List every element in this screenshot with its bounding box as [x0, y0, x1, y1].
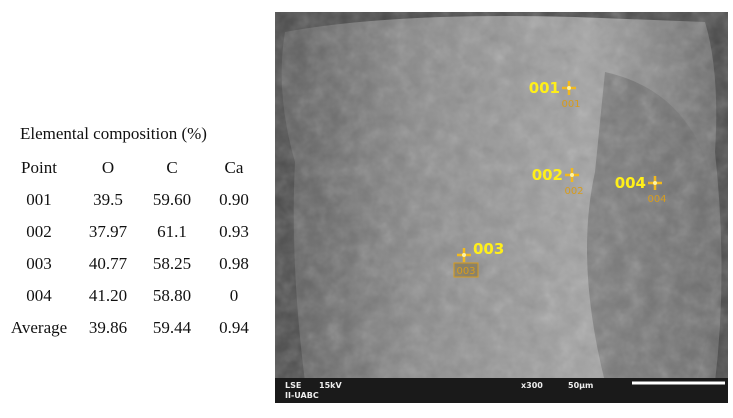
point-label: 001	[529, 79, 560, 97]
table-cell: 001	[26, 190, 52, 209]
point-label: 002	[532, 166, 563, 184]
table-cell: O	[101, 158, 115, 177]
table-header: Point O C Ca	[2, 152, 264, 184]
detector: LSE	[285, 381, 301, 390]
table-cell: 004	[26, 286, 52, 305]
point-tag: 004	[647, 194, 666, 205]
magnification: x300	[521, 381, 543, 390]
table-cell: 37.97	[88, 222, 128, 241]
table-cell: 0.94	[219, 318, 249, 337]
sem-image: LSE 15kV x300 50μm II-UABC 0010010020020…	[275, 12, 728, 403]
table-row: 001 39.5 59.60 0.90	[2, 184, 264, 216]
table-cell: 39.86	[88, 318, 128, 337]
table-cell: 41.20	[88, 286, 128, 305]
texture	[275, 12, 728, 403]
point-label: 004	[615, 174, 646, 192]
table-cell: 002	[26, 222, 52, 241]
table-title: Elemental composition (%)	[20, 124, 207, 143]
table-cell: 59.60	[152, 190, 192, 209]
composition-table: Elemental composition (%) Point O C Ca 001 39…	[2, 124, 264, 344]
point-tag: 002	[564, 186, 583, 197]
table-cell: 0	[229, 286, 239, 305]
table-cell: 0.90	[219, 190, 249, 209]
table-cell: C	[166, 158, 178, 177]
table-cell: 0.93	[219, 222, 249, 241]
point-tag: 001	[561, 99, 580, 110]
table: Point O C Ca 001 39.5 59.60 0.90 002 37.97 61.1 0.9…	[2, 152, 264, 344]
point-label: 003	[473, 240, 504, 258]
table-cell: 61.1	[157, 222, 187, 241]
lab: II-UABC	[285, 391, 319, 400]
point-tag: 003	[456, 266, 475, 277]
cross-center	[567, 86, 571, 90]
tag-box	[453, 262, 479, 278]
cross-center	[462, 253, 466, 257]
cross-center	[653, 181, 657, 185]
scale: 50μm	[568, 381, 593, 390]
cross-center	[570, 173, 574, 177]
table-row: 003 40.77 58.25 0.98	[2, 248, 264, 280]
table-cell: 40.77	[88, 254, 128, 273]
voltage: 15kV	[319, 381, 342, 390]
table-cell: 58.25	[152, 254, 192, 273]
table-cell: Ca	[224, 158, 244, 177]
table-cell: 59.44	[152, 318, 192, 337]
table-cell: 003	[26, 254, 52, 273]
table-cell: 58.80	[152, 286, 192, 305]
table-cell: Point	[21, 158, 57, 177]
table-row: 002 37.97 61.1 0.93	[2, 216, 264, 248]
table-row: Average 39.86 59.44 0.94	[2, 312, 264, 344]
table-row: 004 41.20 58.80 0	[2, 280, 264, 312]
table-cell: 39.5	[93, 190, 123, 209]
table-cell: 0.98	[219, 254, 249, 273]
table-cell: Average	[10, 318, 68, 337]
